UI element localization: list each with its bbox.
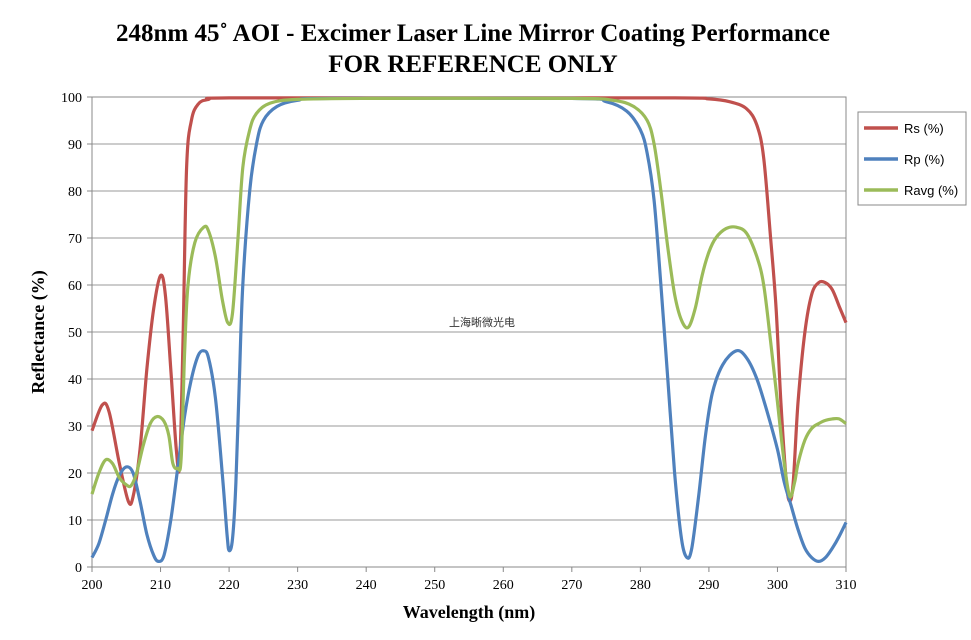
watermark-annotation: 上海晰微光电 <box>449 315 515 329</box>
x-tick-label: 300 <box>767 578 788 593</box>
y-tick-label: 60 <box>68 279 82 294</box>
x-tick-label: 310 <box>836 578 857 593</box>
series-line-rs <box>90 96 848 506</box>
y-tick-label: 70 <box>68 232 82 247</box>
x-tick-label: 270 <box>561 578 582 593</box>
x-axis-label: Wavelength (nm) <box>403 602 536 623</box>
y-tick-label: 0 <box>75 561 82 576</box>
chart-title: 248nm 45˚ AOI - Excimer Laser Line Mirro… <box>116 20 830 47</box>
x-tick-label: 210 <box>150 578 171 593</box>
x-tick-label: 260 <box>493 578 514 593</box>
legend-label: Rp (%) <box>904 152 944 167</box>
x-tick-label: 280 <box>630 578 651 593</box>
legend-label: Rs (%) <box>904 121 944 136</box>
y-tick-label: 30 <box>68 420 82 435</box>
y-tick-label: 40 <box>68 373 82 388</box>
x-tick-label: 250 <box>424 578 445 593</box>
y-tick-label: 10 <box>68 514 82 529</box>
y-tick-label: 100 <box>61 91 82 106</box>
y-tick-label: 90 <box>68 138 82 153</box>
y-tick-label: 80 <box>68 185 82 200</box>
x-tick-label: 230 <box>287 578 308 593</box>
chart-subtitle: FOR REFERENCE ONLY <box>328 51 618 78</box>
legend-label: Ravg (%) <box>904 183 958 198</box>
y-tick-label: 20 <box>68 467 82 482</box>
x-tick-label: 200 <box>82 578 103 593</box>
x-tick-label: 240 <box>356 578 377 593</box>
x-tick-label: 220 <box>219 578 240 593</box>
y-axis-label: Reflectance (%) <box>28 270 49 393</box>
y-tick-label: 50 <box>68 326 82 341</box>
x-tick-label: 290 <box>698 578 719 593</box>
series-line-rp <box>90 96 848 564</box>
series-line-ravg <box>90 96 847 499</box>
